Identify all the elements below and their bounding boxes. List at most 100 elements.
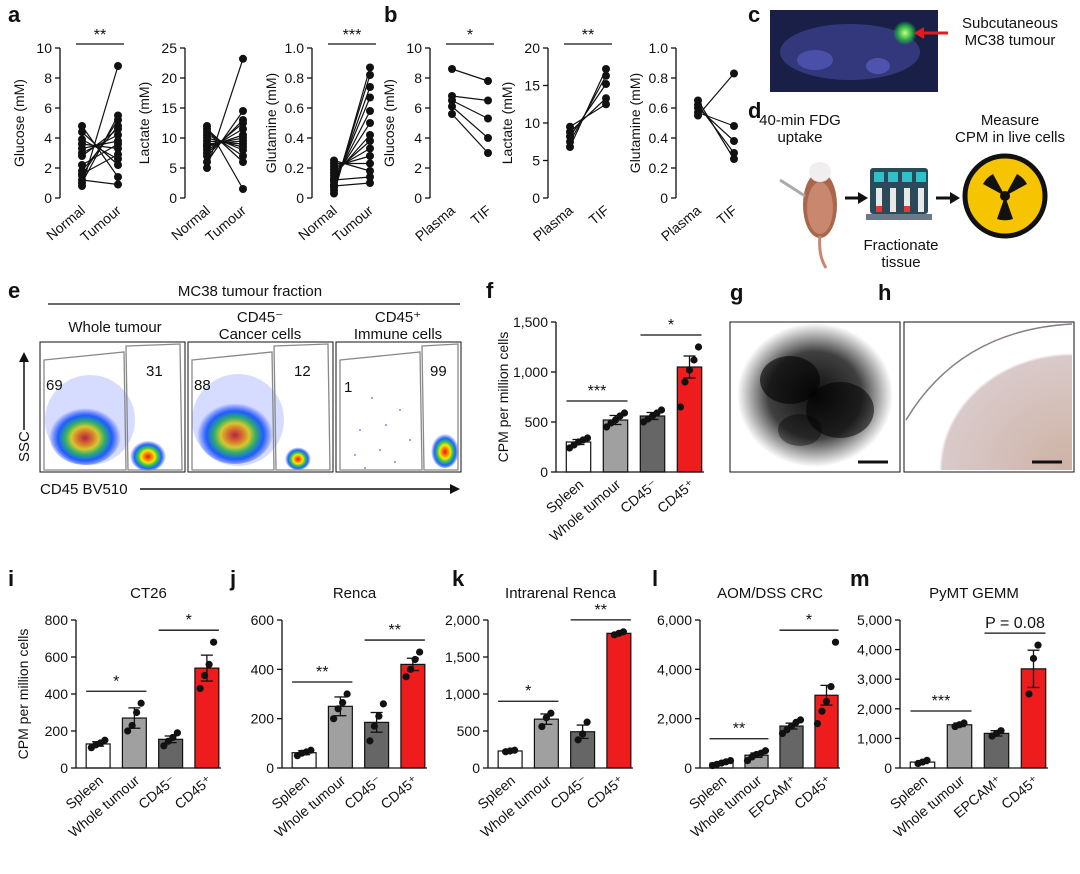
data-point (411, 655, 419, 664)
e-title-3a: CD45⁺ (375, 309, 421, 326)
data-point (448, 96, 456, 105)
data-point (114, 161, 122, 169)
y-tick-label: 2,000 (657, 711, 692, 727)
d-step2-line1: Fractionate (863, 237, 938, 254)
data-point (137, 699, 145, 707)
data-point (620, 409, 629, 417)
x-tick-label: CD45⁺ (377, 772, 420, 812)
data-point (366, 152, 374, 160)
panel-letter-e: e (8, 278, 20, 303)
data-point (160, 742, 168, 750)
bar (533, 718, 559, 769)
data-point (448, 102, 456, 111)
data-point (960, 719, 968, 727)
pair-line (81, 153, 119, 175)
y-tick-label: 0.2 (285, 160, 305, 176)
density-cloud (130, 439, 166, 471)
panel-letter-d: d (748, 98, 761, 123)
data-point (407, 665, 415, 673)
data-point (602, 80, 610, 88)
data-point (124, 727, 132, 735)
data-point (205, 660, 213, 669)
data-point (366, 131, 374, 139)
data-point (566, 122, 574, 131)
y-tick-label: 1,500 (513, 314, 548, 330)
pair-line (206, 110, 244, 163)
data-point (685, 366, 694, 374)
x-tick-label: Plasma (530, 202, 576, 244)
gate-pct-right: 31 (146, 363, 163, 380)
gate-cd45-neg (339, 351, 423, 471)
y-axis-label: Lactate (mM) (136, 82, 152, 164)
y-tick-label: 25 (161, 40, 177, 56)
gate-cd45-neg (191, 351, 275, 471)
y-tick-label: 20 (524, 40, 540, 56)
y-tick-label: 0 (684, 760, 692, 776)
panel-e: MC38 tumour fraction Whole tumour CD45⁻ … (16, 283, 462, 498)
y-tick-label: 0 (414, 190, 422, 206)
y-tick-label: 500 (457, 723, 481, 739)
significance-label: * (525, 683, 531, 700)
y-tick-label: 4,000 (657, 661, 692, 677)
y-tick-label: 4,000 (857, 642, 892, 658)
data-point (579, 730, 587, 738)
panel-letter-i: i (8, 566, 14, 591)
data-point (730, 155, 738, 163)
data-point (484, 114, 492, 123)
panel-d: 40-min FDG uptake Fractionate tissue (759, 112, 1065, 271)
chart-b-glutamine: 0 0.2 0.4 0.6 0.8 1.0 Glutamine (mM) Plasma TIF (627, 40, 740, 244)
y-tick-label: 6,000 (657, 612, 692, 628)
data-point (239, 107, 247, 115)
y-tick-label: 6 (44, 100, 52, 116)
panel-letter-g: g (730, 280, 743, 305)
data-point (78, 176, 86, 184)
pair-line (697, 111, 735, 127)
scatter-haze (45, 375, 135, 465)
data-point (201, 671, 209, 680)
chart-b-glucose: 0 2 4 6 8 10 Glucose (mM) Plasma TIF * (381, 27, 494, 244)
data-point (484, 96, 492, 105)
data-point (239, 134, 247, 142)
y-tick-label: 2,000 (445, 612, 480, 628)
pair-line (81, 128, 119, 157)
y-tick-label: 4 (414, 130, 422, 146)
y-axis-label: Glucose (mM) (381, 79, 397, 167)
data-point (574, 736, 582, 744)
panel-letter-c: c (748, 2, 760, 27)
pair-line (697, 100, 735, 160)
data-point (796, 716, 805, 724)
significance-label: ** (595, 602, 607, 619)
data-point (366, 107, 374, 115)
x-tick-label: CD45⁻ (547, 772, 590, 812)
data-point (730, 149, 738, 157)
data-point (511, 746, 519, 754)
significance-label: * (668, 317, 674, 334)
y-tick-label: 0.6 (285, 100, 305, 116)
data-point (366, 167, 374, 175)
data-point (822, 697, 831, 706)
y-tick-label: 2 (414, 160, 422, 176)
panel-c: Subcutaneous MC38 tumour (770, 10, 1058, 92)
bar (946, 724, 973, 769)
y-tick-label: 0 (472, 760, 480, 776)
data-point (547, 709, 555, 717)
y-tick-label: 400 (251, 661, 275, 677)
significance-label: * (806, 612, 812, 629)
data-point (330, 176, 338, 184)
e-title-3b: Immune cells (354, 326, 442, 343)
pair-line (569, 75, 607, 143)
y-axis-label: CPM per million cells (15, 629, 31, 760)
data-point (484, 134, 492, 142)
tumour-arrowhead (914, 27, 924, 39)
data-point (330, 156, 338, 165)
data-point (726, 757, 735, 765)
significance-label: * (186, 612, 192, 629)
data-point (602, 94, 610, 103)
y-tick-label: 1,500 (445, 649, 480, 665)
data-point (681, 378, 689, 386)
pair-line (81, 134, 119, 154)
data-point (813, 720, 822, 728)
y-tick-label: 0 (532, 190, 540, 206)
